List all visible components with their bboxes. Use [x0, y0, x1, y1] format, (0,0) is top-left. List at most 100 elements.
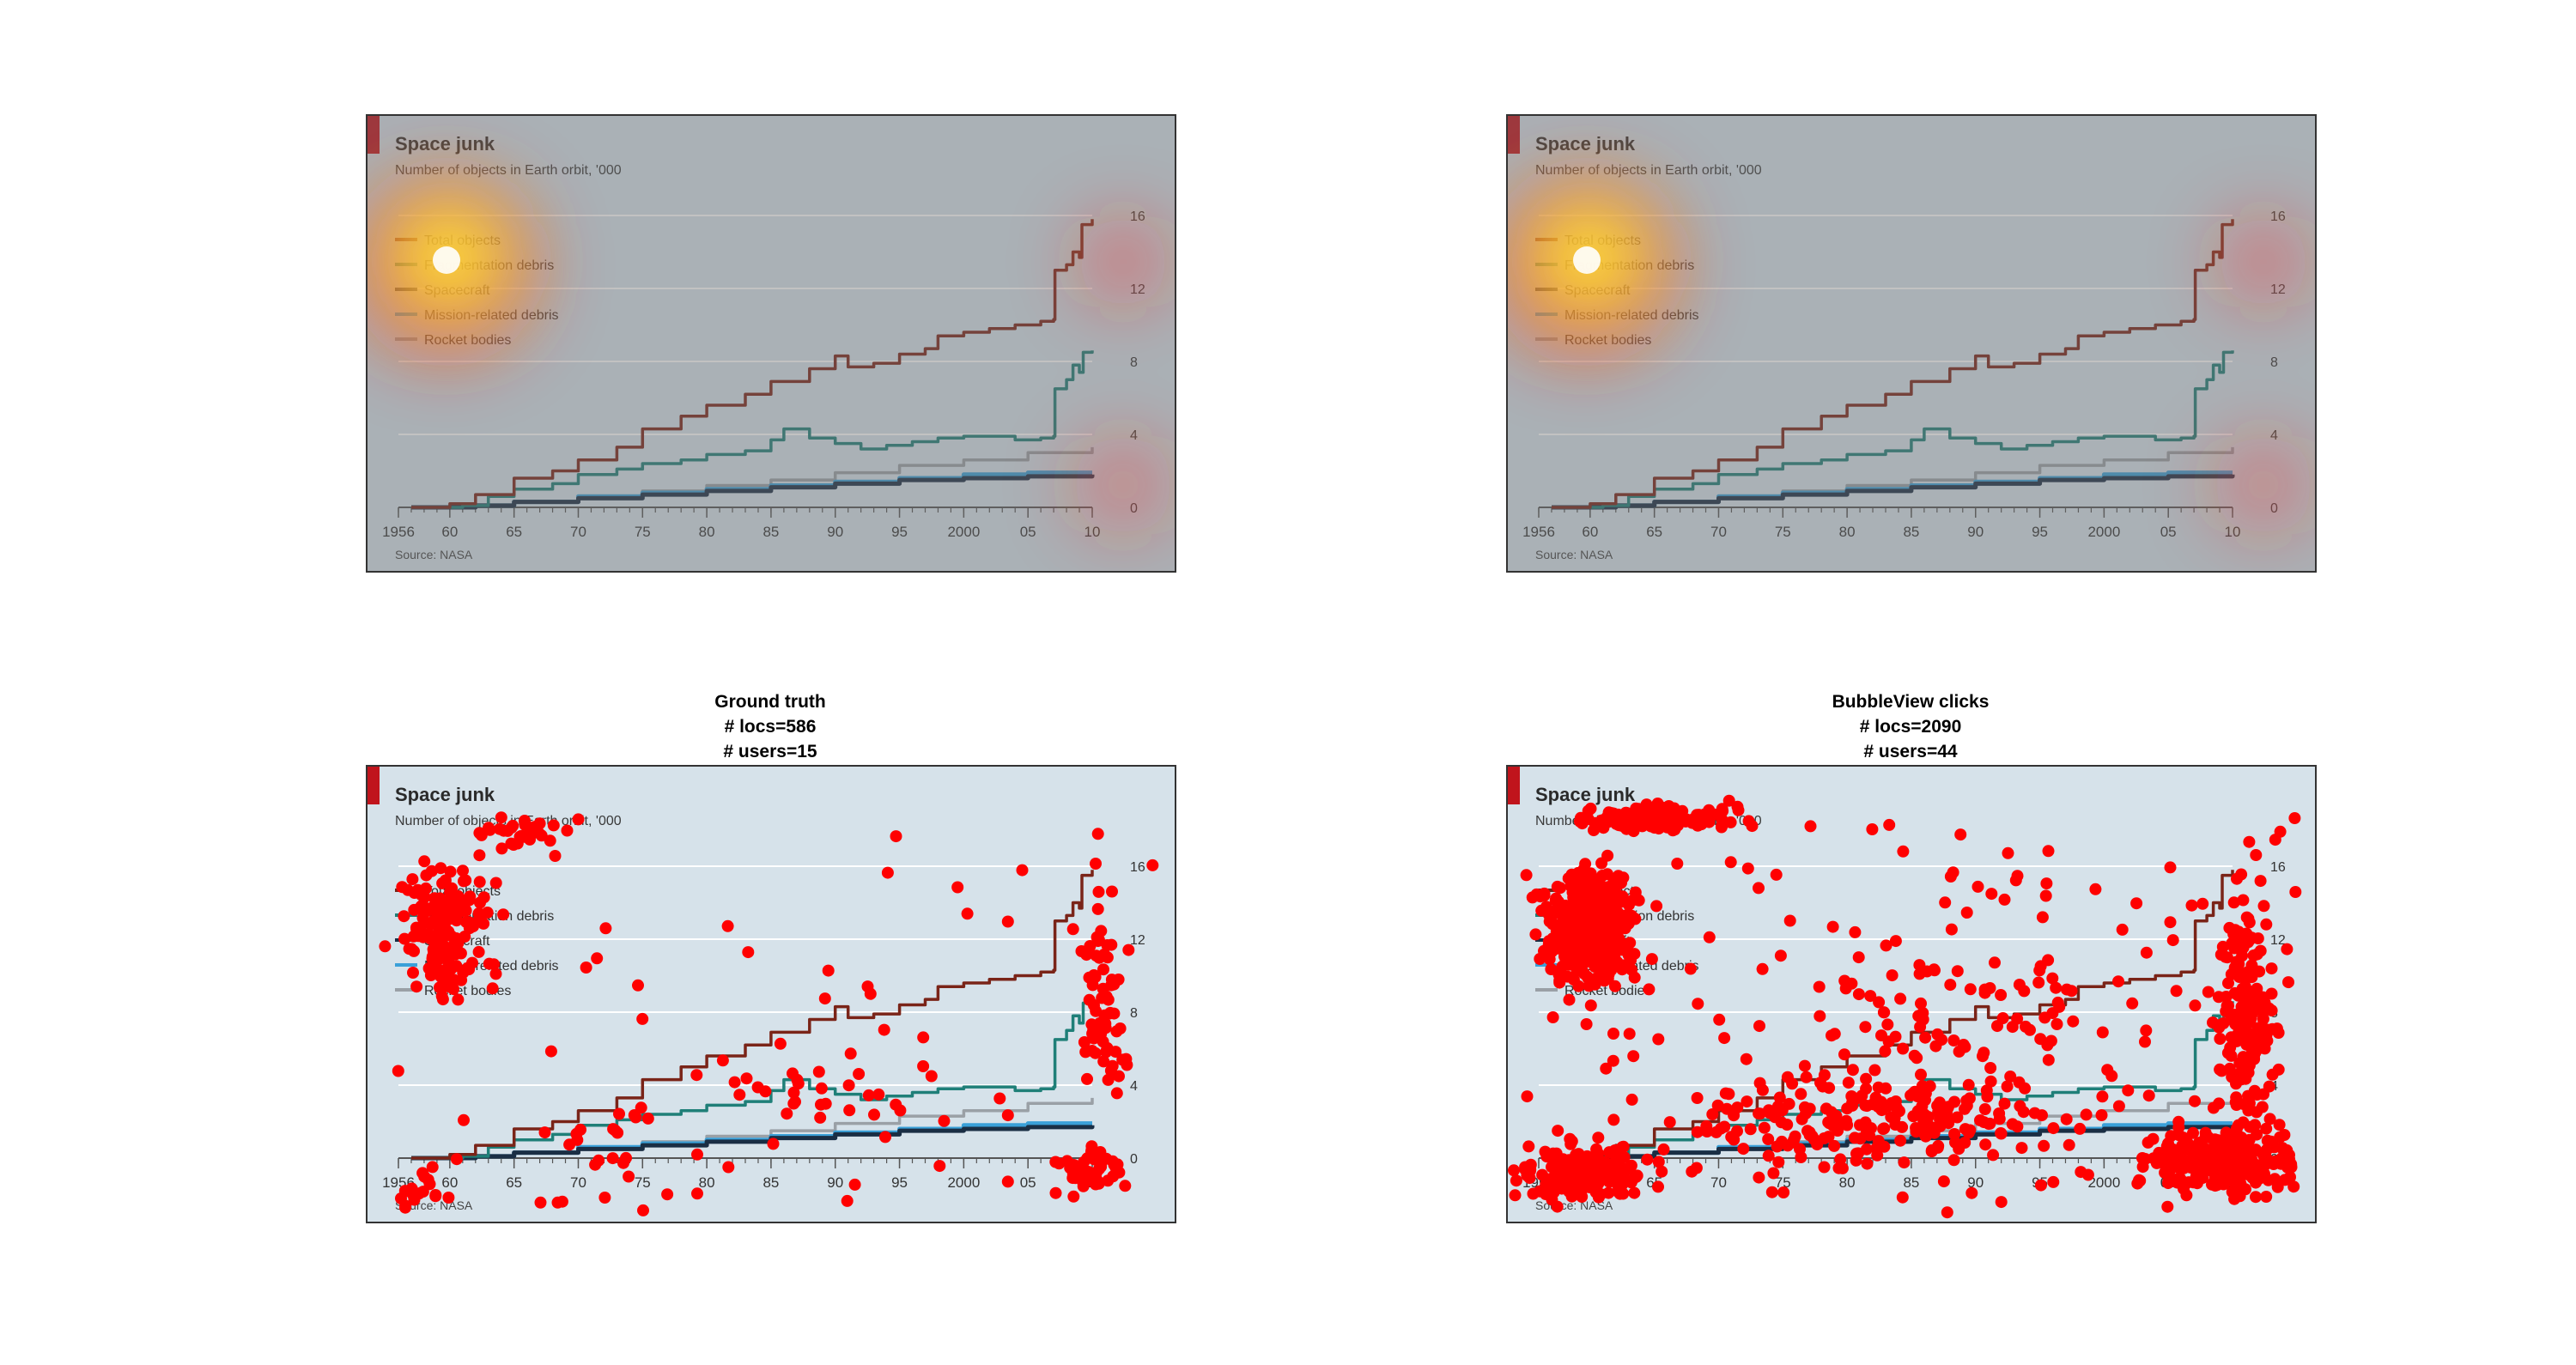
click-dot — [2006, 1021, 2019, 1034]
click-dot — [1814, 1010, 1826, 1022]
click-dots — [379, 811, 1159, 1216]
click-dot — [407, 967, 419, 979]
title-accent-bar — [368, 767, 380, 804]
click-dot — [1758, 1121, 1771, 1134]
click-dot — [868, 1108, 880, 1121]
click-dot — [455, 974, 468, 986]
click-dot — [408, 944, 420, 957]
click-dot — [2161, 1157, 2174, 1170]
click-dot — [2214, 1063, 2227, 1076]
click-dot — [2162, 1177, 2174, 1190]
click-dot — [1580, 1018, 1593, 1030]
click-dot — [406, 873, 419, 886]
x-tick-label: 80 — [1839, 524, 1856, 540]
click-dot — [933, 1160, 946, 1173]
click-dot — [495, 811, 507, 824]
click-dot — [1774, 949, 1787, 962]
click-dot — [1629, 886, 1642, 899]
click-dot — [2004, 1071, 2017, 1083]
click-dot — [1641, 1153, 1654, 1166]
click-dot — [1113, 1070, 1125, 1083]
click-dot — [415, 900, 428, 913]
click-dot — [2246, 1162, 2258, 1175]
click-dot — [2264, 1135, 2277, 1148]
click-dot — [1520, 869, 1533, 882]
click-dot — [1551, 942, 1564, 955]
click-dot — [1521, 1090, 1534, 1103]
click-dot — [2230, 1034, 2243, 1047]
click-dot — [1571, 925, 1584, 937]
click-dot — [538, 1126, 551, 1139]
click-dot — [1881, 1018, 1894, 1031]
click-dot — [1577, 903, 1589, 915]
click-dot — [862, 1089, 875, 1101]
click-dot — [2112, 1100, 2125, 1113]
click-dot — [2282, 976, 2294, 989]
click-dot — [511, 837, 524, 850]
click-dot — [1731, 1101, 1744, 1114]
click-dot — [1732, 804, 1745, 816]
click-dot — [1614, 936, 1626, 948]
click-dot — [1962, 1078, 1975, 1091]
click-dot — [1894, 992, 1907, 1005]
series-line-1 — [411, 350, 1094, 509]
click-dot — [2032, 976, 2045, 989]
click-dot — [938, 1114, 951, 1127]
click-dot — [497, 908, 510, 921]
x-tick-label: 75 — [635, 1174, 651, 1191]
click-dot — [2260, 1122, 2273, 1135]
click-dot — [473, 876, 486, 889]
click-dot — [2096, 1026, 2109, 1039]
click-dot — [1092, 885, 1105, 898]
x-tick-label: 90 — [1967, 524, 1984, 540]
click-dot — [1690, 1162, 1703, 1174]
click-dot — [1049, 1186, 1062, 1199]
click-dot — [433, 913, 446, 925]
click-dot — [570, 1127, 583, 1140]
chart-title: Space junk — [395, 133, 495, 155]
click-dot — [1852, 951, 1865, 964]
click-dot — [1109, 1046, 1122, 1059]
click-dot — [505, 822, 518, 834]
click-dot — [1826, 920, 1839, 933]
click-dot — [1823, 1117, 1836, 1130]
click-dot — [471, 915, 483, 928]
click-dot — [1091, 902, 1104, 915]
click-dot — [2189, 999, 2202, 1012]
click-dot — [1879, 1045, 1892, 1058]
click-dot — [591, 952, 604, 965]
click-dot — [1082, 1166, 1095, 1178]
click-dot — [1741, 1095, 1753, 1108]
click-dot — [1106, 1059, 1119, 1072]
click-dot — [2177, 1178, 2190, 1191]
heat-blob — [2216, 215, 2311, 309]
click-dot — [1864, 990, 1877, 1003]
click-dot — [2236, 949, 2249, 962]
click-dot — [1575, 893, 1588, 906]
click-dot — [398, 1185, 411, 1198]
click-dot — [2042, 954, 2055, 967]
click-dot — [2223, 1134, 2236, 1147]
click-dot — [2067, 1015, 2080, 1028]
click-dot — [1849, 925, 1862, 938]
click-dot — [2046, 972, 2059, 985]
click-dot — [1114, 1022, 1127, 1034]
click-dot — [1721, 1102, 1734, 1115]
click-dot — [2131, 1177, 2144, 1190]
click-dot — [1918, 1108, 1931, 1121]
click-dot — [452, 937, 465, 949]
click-dot — [1067, 1159, 1080, 1171]
click-dot — [2013, 979, 2026, 991]
click-dot — [1987, 1149, 2000, 1162]
click-dot — [1771, 1140, 1783, 1153]
click-dot — [2176, 1139, 2189, 1152]
click-dot — [2227, 896, 2240, 909]
click-dot — [1104, 1006, 1116, 1019]
click-dot — [1794, 1143, 1806, 1156]
click-dot — [452, 993, 465, 1006]
bubbleview-title: BubbleView clicks # locs=2090 # users=44 — [1507, 689, 2314, 764]
click-dot — [1886, 969, 1899, 982]
click-dot — [2222, 977, 2234, 990]
click-dot — [2215, 1161, 2227, 1174]
